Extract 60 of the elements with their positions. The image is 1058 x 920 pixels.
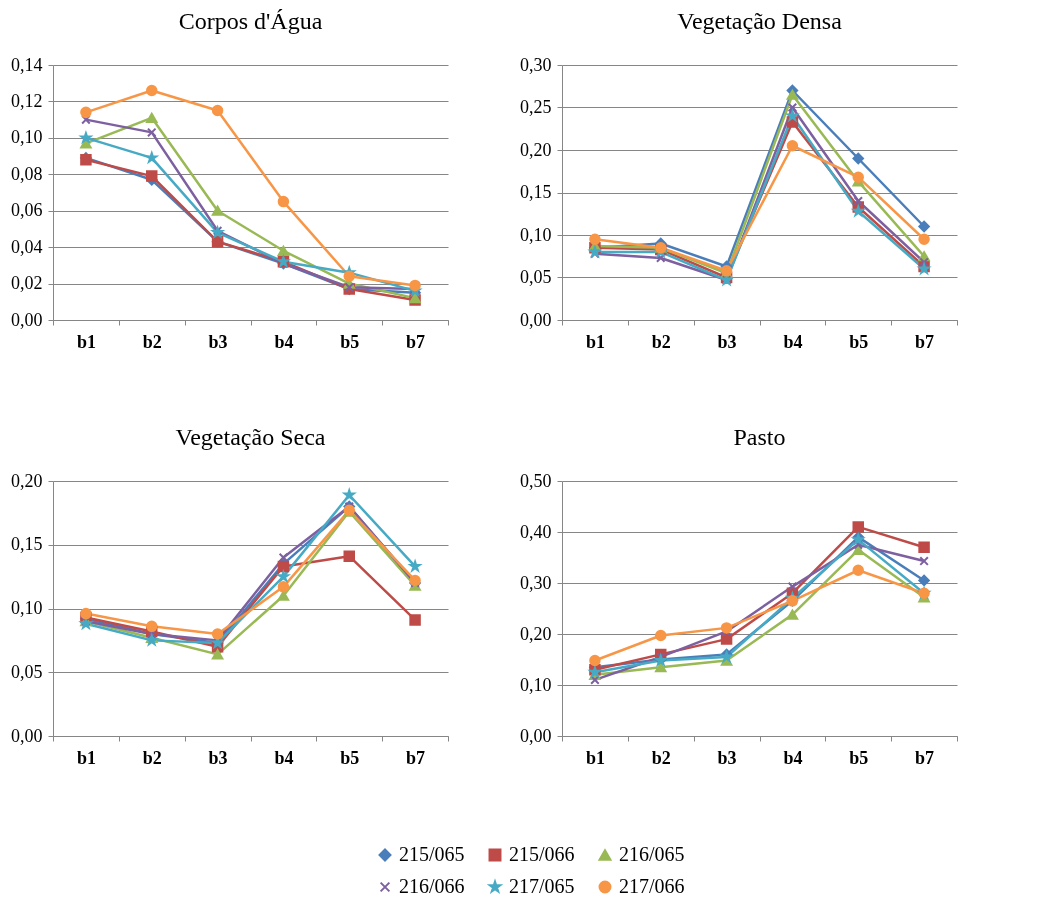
x-tick-label: b4	[274, 747, 294, 768]
y-tick-label: 0,20	[11, 470, 43, 491]
x-tick-label: b3	[717, 747, 737, 768]
y-tick-label: 0,30	[520, 572, 552, 593]
x-tick-label: b7	[915, 331, 935, 352]
y-tick-label: 0,25	[520, 97, 552, 117]
legend-label: 215/066	[509, 843, 575, 865]
x-tick-label: b1	[76, 747, 96, 768]
x-tick-label: b2	[651, 331, 671, 352]
x-tick-label: b5	[340, 331, 360, 352]
x-tick-label: b2	[142, 331, 162, 352]
chart-title: Vegetação Seca	[175, 424, 326, 450]
x-tick-label: b7	[406, 747, 426, 768]
y-tick-label: 0,05	[520, 267, 552, 287]
y-tick-label: 0,12	[11, 90, 43, 111]
legend-label: 216/065	[619, 843, 685, 865]
x-tick-label: b3	[208, 331, 228, 352]
x-tick-label: b2	[142, 747, 162, 768]
x-tick-label: b3	[208, 747, 228, 768]
x-tick-label: b3	[717, 331, 737, 352]
x-tick-label: b1	[585, 747, 605, 768]
x-tick-label: b5	[340, 747, 360, 768]
y-tick-label: 0,02	[11, 273, 43, 294]
x-tick-label: b4	[783, 747, 803, 768]
y-tick-label: 0,10	[11, 127, 43, 148]
y-tick-label: 0,10	[11, 598, 43, 618]
y-tick-label: 0,00	[520, 725, 552, 746]
x-tick-label: b2	[651, 747, 671, 768]
y-tick-label: 0,10	[520, 674, 552, 695]
y-tick-label: 0,20	[520, 139, 552, 160]
x-tick-label: b1	[76, 331, 96, 352]
x-tick-label: b7	[915, 747, 935, 768]
y-tick-label: 0,04	[11, 236, 43, 257]
y-tick-label: 0,05	[11, 661, 43, 682]
legend-label: 215/065	[399, 843, 465, 865]
x-tick-label: b7	[406, 331, 426, 352]
x-tick-label: b4	[274, 331, 294, 352]
chart-title: Corpos d'Água	[178, 8, 323, 34]
y-tick-label: 0,20	[520, 623, 552, 644]
y-tick-label: 0,08	[11, 163, 43, 184]
legend-label: 216/066	[399, 875, 465, 897]
legend-label: 217/065	[509, 875, 575, 897]
y-tick-label: 0,40	[520, 521, 552, 542]
y-tick-label: 0,30	[520, 54, 552, 75]
y-tick-label: 0,50	[520, 470, 552, 491]
legend-label: 217/066	[619, 875, 685, 897]
y-tick-label: 0,15	[520, 182, 552, 202]
y-tick-label: 0,06	[11, 200, 43, 221]
y-tick-label: 0,00	[11, 725, 43, 746]
y-tick-label: 0,10	[520, 224, 552, 245]
y-tick-label: 0,14	[11, 54, 43, 75]
x-tick-label: b5	[849, 331, 869, 352]
chart-title: Pasto	[733, 424, 786, 450]
x-tick-label: b1	[585, 331, 605, 352]
y-tick-label: 0,00	[520, 309, 552, 330]
y-tick-label: 0,00	[11, 309, 43, 330]
chart-title: Vegetação Densa	[677, 8, 843, 34]
x-tick-label: b5	[849, 747, 869, 768]
x-tick-label: b4	[783, 331, 803, 352]
y-tick-label: 0,15	[11, 534, 43, 555]
